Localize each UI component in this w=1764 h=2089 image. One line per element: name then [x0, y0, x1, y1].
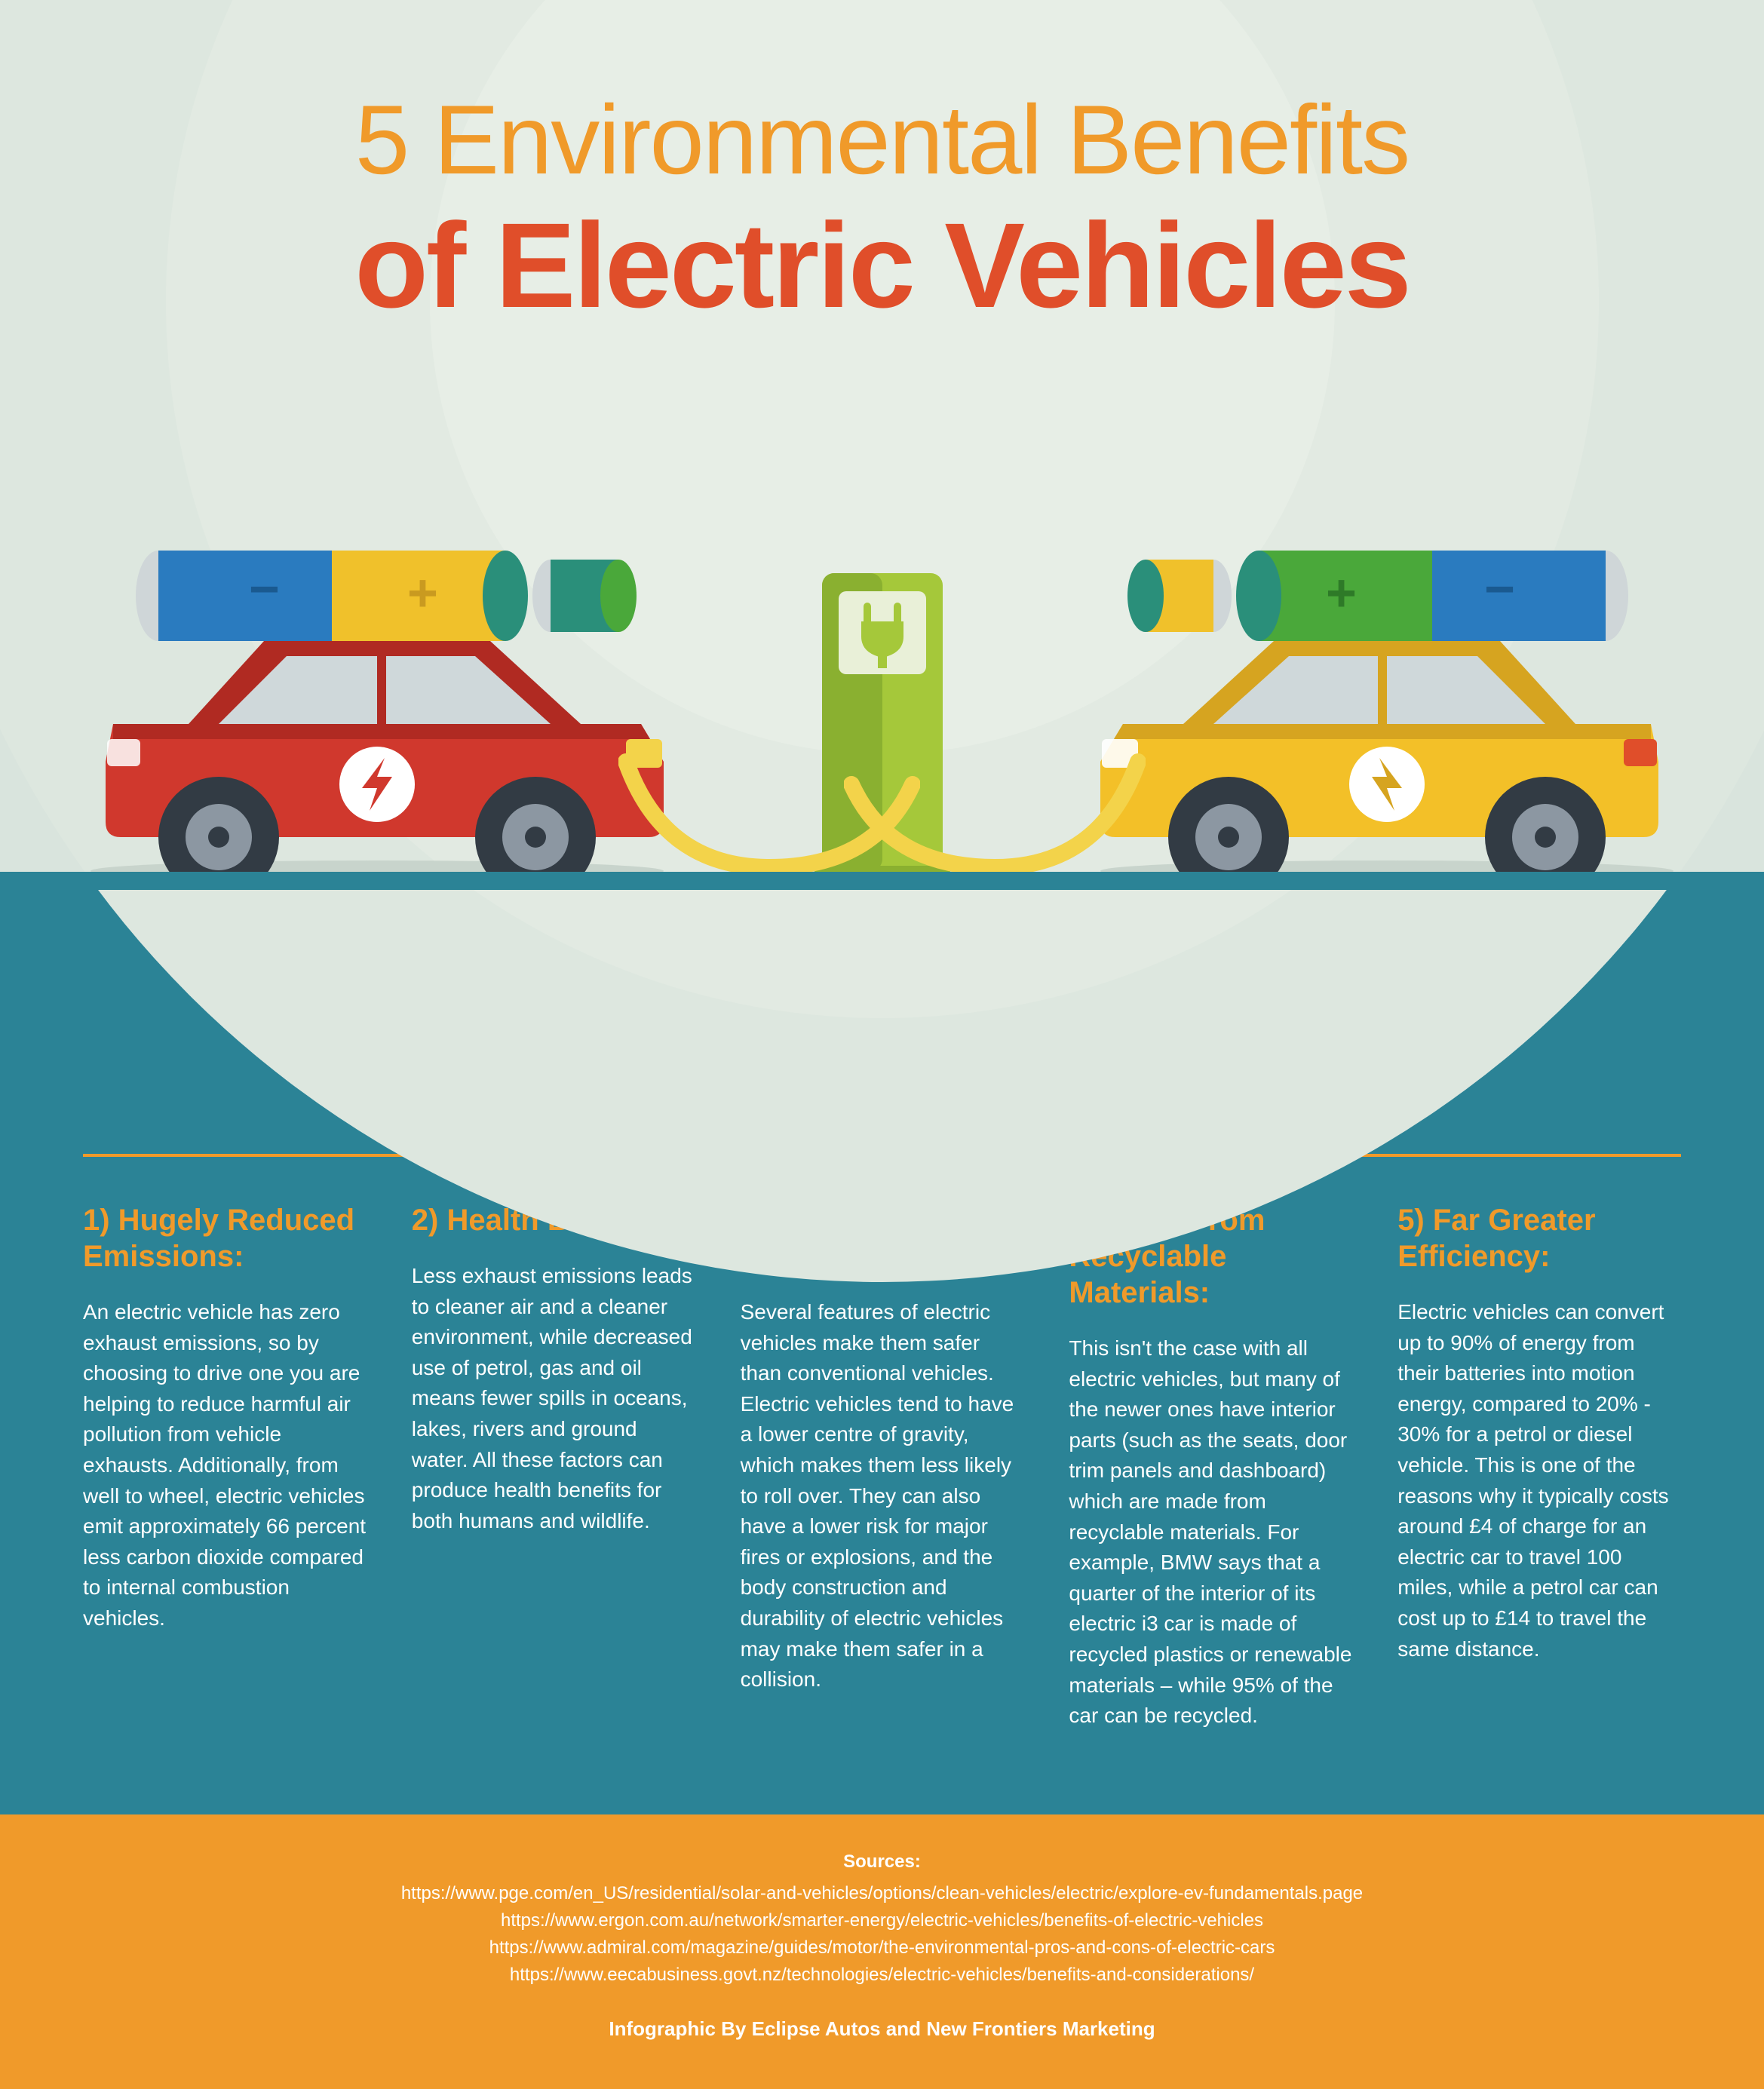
title-line-2: of Electric Vehicles [0, 196, 1764, 335]
benefit-5-body: Electric vehicles can convert up to 90% … [1397, 1297, 1681, 1664]
hero-illustration: − + [0, 437, 1764, 890]
title-block: 5 Environmental Benefits of Electric Veh… [0, 0, 1764, 335]
source-link-3: https://www.admiral.com/magazine/guides/… [30, 1934, 1734, 1962]
benefit-1: 1) Hugely Reduced Emissions: An electric… [83, 1202, 367, 1732]
svg-text:−: − [249, 560, 280, 618]
road-strip [0, 872, 1764, 890]
svg-text:+: + [407, 563, 438, 622]
credit-line: Infographic By Eclipse Autos and New Fro… [30, 2014, 1734, 2044]
benefit-2: 2) Health Benefits: Less exhaust emissio… [412, 1202, 695, 1732]
sources-footer: Sources: https://www.pge.com/en_US/resid… [0, 1814, 1764, 2089]
charger-icon [799, 558, 965, 882]
source-link-4: https://www.eecabusiness.govt.nz/technol… [30, 1962, 1734, 1989]
benefit-5: 5) Far Greater Efficiency: Electric vehi… [1397, 1202, 1681, 1732]
benefit-4: 4) Made From Recyclable Materials: This … [1069, 1202, 1352, 1732]
svg-text:−: − [1484, 560, 1515, 618]
source-link-1: https://www.pge.com/en_US/residential/so… [30, 1880, 1734, 1907]
sources-header: Sources: [30, 1848, 1734, 1876]
infographic-root: 5 Environmental Benefits of Electric Veh… [0, 0, 1764, 2089]
source-link-2: https://www.ergon.com.au/network/smarter… [30, 1907, 1734, 1934]
benefit-1-title: 1) Hugely Reduced Emissions: [83, 1202, 367, 1275]
svg-text:+: + [1326, 563, 1357, 622]
title-line-1: 5 Environmental Benefits [0, 83, 1764, 196]
benefit-3-body: Several features of electric vehicles ma… [741, 1297, 1024, 1695]
benefit-5-title: 5) Far Greater Efficiency: [1397, 1202, 1681, 1275]
car-right-icon: − + [1078, 535, 1696, 882]
car-left-icon: − + [68, 535, 686, 882]
benefit-4-body: This isn't the case with all electric ve… [1069, 1333, 1352, 1732]
benefit-2-body: Less exhaust emissions leads to cleaner … [412, 1261, 695, 1536]
benefit-1-body: An electric vehicle has zero exhaust emi… [83, 1297, 367, 1634]
hero-section: 5 Environmental Benefits of Electric Veh… [0, 0, 1764, 890]
